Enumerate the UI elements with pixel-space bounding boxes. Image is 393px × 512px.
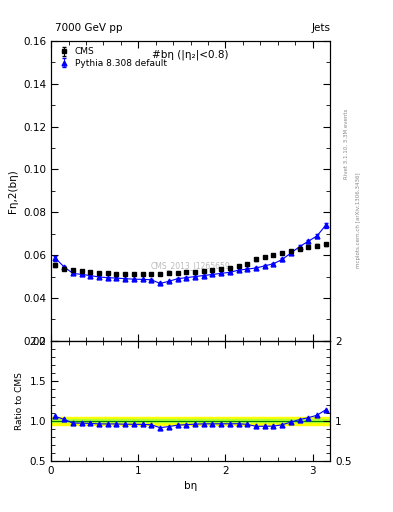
Text: 7000 GeV pp: 7000 GeV pp (55, 23, 123, 33)
Text: Rivet 3.1.10, 3.3M events: Rivet 3.1.10, 3.3M events (344, 108, 349, 179)
Text: mcplots.cern.ch [arXiv:1306.3436]: mcplots.cern.ch [arXiv:1306.3436] (356, 173, 361, 268)
Text: Jets: Jets (311, 23, 330, 33)
Text: CMS_2013_I1265659: CMS_2013_I1265659 (151, 261, 230, 270)
X-axis label: bη: bη (184, 481, 197, 491)
Y-axis label: Fη,2(bη): Fη,2(bη) (7, 169, 18, 213)
Legend: CMS, Pythia 8.308 default: CMS, Pythia 8.308 default (55, 46, 168, 70)
Y-axis label: Ratio to CMS: Ratio to CMS (15, 372, 24, 430)
Text: #bη (|η₂|<0.8): #bη (|η₂|<0.8) (152, 50, 229, 60)
